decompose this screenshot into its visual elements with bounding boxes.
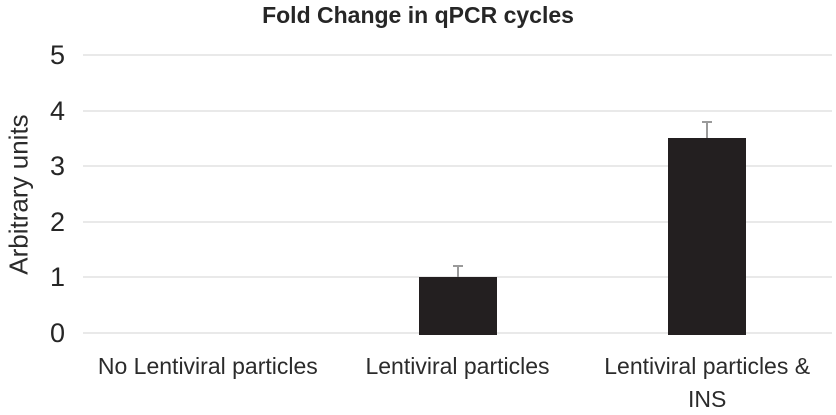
error-bar-cap-2 xyxy=(702,120,713,123)
bar-2 xyxy=(668,138,747,335)
y-axis-title-text: Arbitrary units xyxy=(3,113,34,275)
y-tick-label-4: 4 xyxy=(49,95,65,126)
error-bar-cap-1 xyxy=(452,265,463,268)
y-tick-label-0: 0 xyxy=(49,318,65,348)
y-tick-label-3: 3 xyxy=(49,151,65,182)
gridline-y-5 xyxy=(83,54,832,56)
y-tick-label-2: 2 xyxy=(49,206,65,237)
y-tick-label-1: 1 xyxy=(49,262,65,293)
x-category-label-1: Lentiviral particles xyxy=(365,353,550,379)
x-category-label-2: Lentiviral particles & INS xyxy=(604,353,811,412)
x-category-label-0: No Lentiviral particles xyxy=(97,353,318,379)
gridline-y-2 xyxy=(83,220,832,223)
y-tick-label-5: 5 xyxy=(49,40,65,70)
plot-area xyxy=(83,54,832,335)
x-axis-category-labels: No Lentiviral particles Lentiviral partic… xyxy=(83,350,832,415)
error-bar-whisker-2 xyxy=(706,121,709,139)
bar-1 xyxy=(418,277,497,335)
gridline-y-4 xyxy=(83,109,832,112)
chart-title: Fold Change in qPCR cycles xyxy=(262,2,574,28)
gridline-y-3 xyxy=(83,165,832,168)
error-bar-whisker-1 xyxy=(456,266,459,278)
